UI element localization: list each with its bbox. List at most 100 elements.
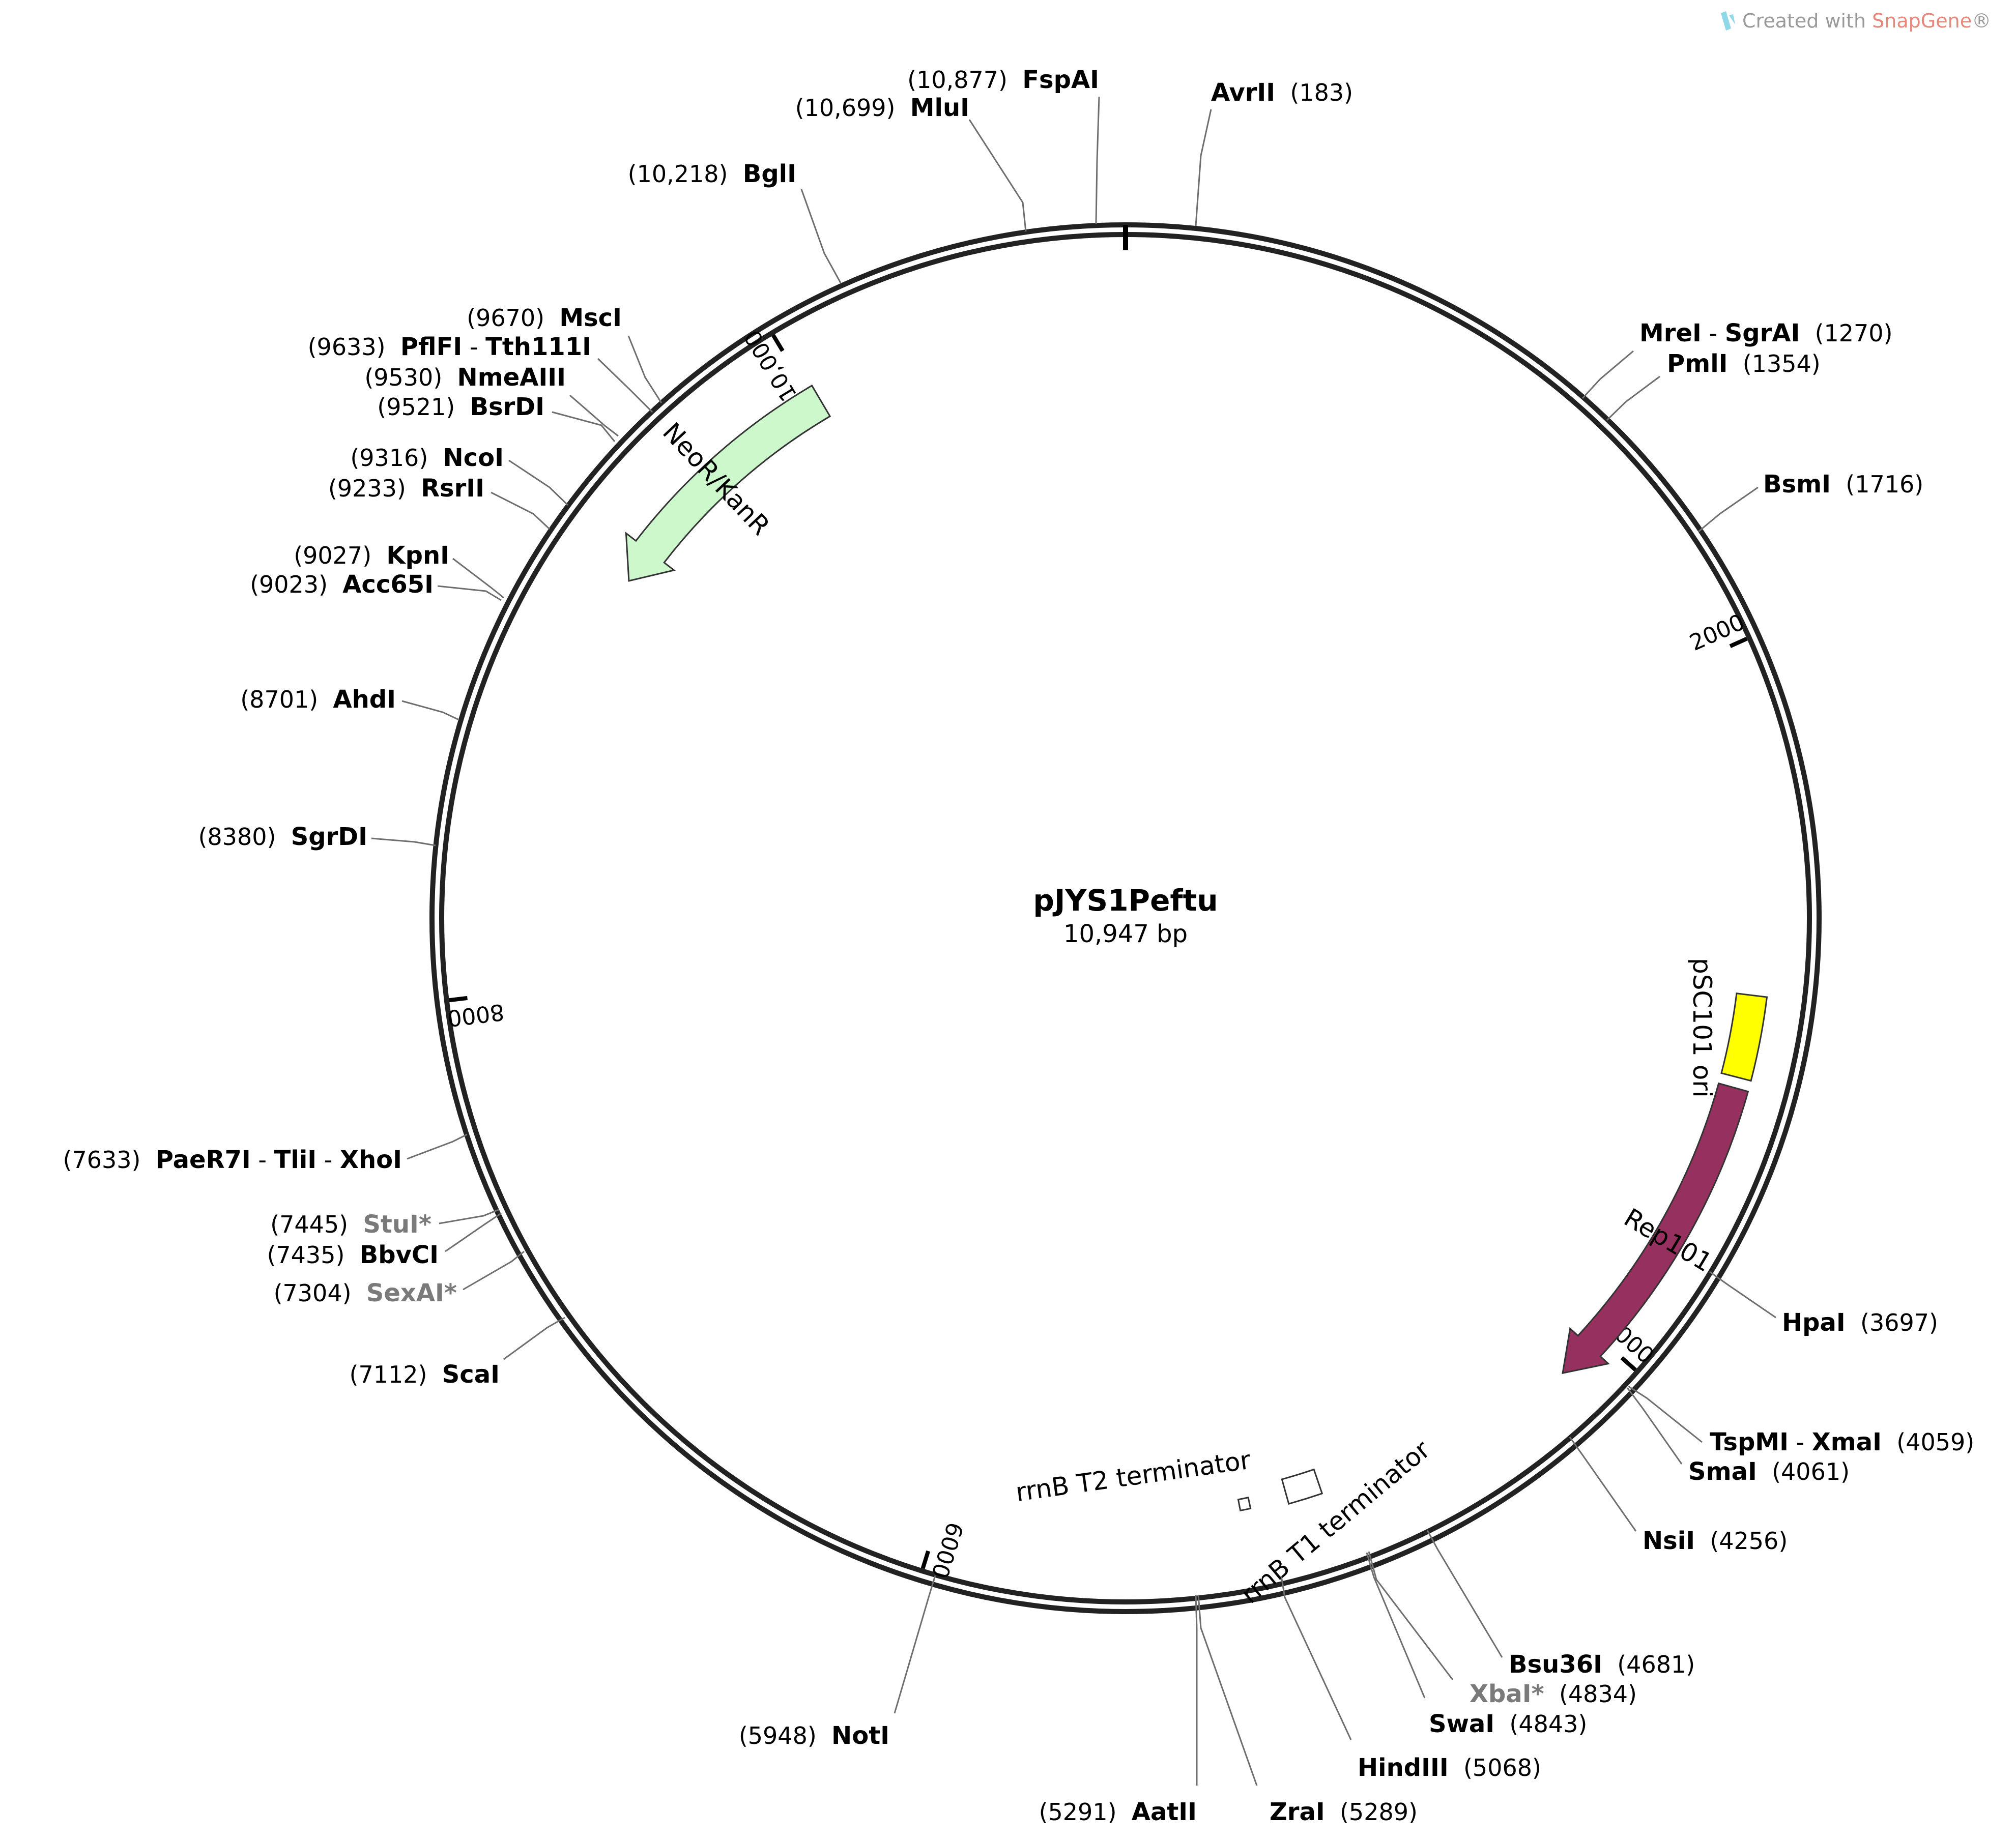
label-gap [348,1211,363,1238]
site-label-bgli[interactable]: (10,218) BglI [628,160,796,188]
enzyme-name: XhoI [340,1146,402,1174]
site-label-mlui[interactable]: (10,699) MluI [795,94,969,122]
leader-ncoi [508,459,569,506]
site-label-mrei-sgrai[interactable]: MreI - SgrAI (1270) [1639,319,1893,347]
enzyme-separator: - [1789,1428,1812,1456]
site-text-aatii: (5291) AatII [1039,1798,1197,1826]
site-label-avrii[interactable]: AvrII (183) [1211,78,1353,107]
site-label-xbai[interactable]: XbaI* (4834) [1470,1680,1637,1708]
site-label-tspmi-xmai[interactable]: TspMI - XmaI (4059) [1710,1428,1974,1456]
enzyme-name: BglI [743,160,796,188]
site-label-bsu36i[interactable]: Bsu36I (4681) [1509,1650,1695,1679]
badge-prefix: Created with [1742,10,1872,32]
cut-position: (10,699) [795,94,896,122]
site-label-scai[interactable]: (7112) ScaI [350,1360,500,1389]
leader-swai [1366,1552,1426,1699]
site-label-msci[interactable]: (9670) MscI [467,304,622,332]
cut-position: (4061) [1772,1458,1850,1485]
label-gap [455,393,470,421]
site-label-hpai[interactable]: HpaI (3697) [1782,1308,1938,1337]
feature-t1-label: rrnB T1 terminator [1235,1435,1436,1610]
site-label-ncoi[interactable]: (9316) NcoI [350,444,504,472]
enzyme-name: TspMI [1710,1428,1789,1456]
label-gap [318,686,333,713]
site-text-swai: SwaI (4843) [1429,1710,1587,1738]
enzyme-name: BsrDI [470,393,544,421]
site-label-sexai[interactable]: (7304) SexAI* [274,1279,457,1307]
leader-bbvci [445,1212,502,1252]
label-gap [896,94,910,122]
snapgene-badge[interactable]: Created with SnapGene® [1721,10,1991,32]
label-gap [352,1279,366,1307]
site-label-bsrdi[interactable]: (9521) BsrDI [377,393,544,421]
leader-xbai [1368,1551,1454,1680]
site-label-rsrii[interactable]: (9233) RsrII [328,474,484,503]
cut-position: (5068) [1463,1754,1541,1781]
label-gap [544,304,559,332]
site-label-stui[interactable]: (7445) StuI* [270,1210,431,1239]
site-label-noti[interactable]: (5948) NotI [739,1721,889,1750]
site-text-mlui: (10,699) MluI [795,94,969,122]
leader-pflfi-tth111i [597,358,653,413]
label-gap [406,475,421,502]
cut-position: (9023) [250,571,328,598]
bp-tick-label: 6000 [926,1519,968,1581]
label-gap [276,823,291,851]
site-text-hpai: HpaI (3697) [1782,1308,1938,1337]
feature-t1-box[interactable] [1281,1468,1323,1505]
site-label-sgrdi[interactable]: (8380) SgrDI [198,823,367,851]
label-gap [817,1722,831,1749]
cut-position: (4681) [1617,1651,1695,1678]
enzyme-name: PmlI [1667,349,1728,378]
site-label-ahdi[interactable]: (8701) AhdI [240,685,396,714]
feature-ori-box[interactable] [1720,992,1768,1082]
feature-ori-label: pSC101 ori [1687,958,1717,1098]
leader-bgli [800,189,842,283]
enzyme-name: Bsu36I [1509,1650,1602,1679]
site-label-swai[interactable]: SwaI (4843) [1429,1710,1587,1738]
enzyme-name: MluI [910,94,969,122]
leader-bsu36i [1426,1530,1503,1658]
site-text-noti: (5948) NotI [739,1721,889,1750]
site-label-nmeaiii[interactable]: (9530) NmeAIII [364,363,566,392]
enzyme-name: SgrAI [1725,319,1800,347]
site-text-scai: (7112) ScaI [350,1360,500,1389]
feature-rep-arrow[interactable] [1562,1082,1749,1375]
enzyme-name: AatII [1132,1798,1197,1826]
site-leaders [371,96,1776,1786]
bp-tick-mark [1729,636,1748,648]
site-text-pmli: PmlI (1354) [1667,349,1821,378]
site-text-bbvci: (7435) BbvCI [267,1241,439,1269]
leader-kpni [452,558,504,599]
label-gap [1728,350,1743,377]
enzyme-name: Acc65I [342,570,434,599]
site-label-kpni[interactable]: (9027) KpnI [294,541,449,570]
site-label-bbvci[interactable]: (7435) BbvCI [267,1241,439,1269]
site-label-aatii[interactable]: (5291) AatII [1039,1798,1197,1826]
cut-position: (7445) [270,1211,348,1238]
feature-neo-arrow[interactable] [625,384,831,582]
leader-pmli [1606,375,1660,421]
site-label-acc65i[interactable]: (9023) Acc65I [250,570,434,599]
site-label-nsii[interactable]: NsiI (4256) [1643,1527,1788,1555]
enzyme-name: HindIII [1358,1754,1449,1782]
site-label-fspai[interactable]: (10,877) FspAI [907,66,1099,94]
cut-position: (1270) [1815,319,1893,347]
site-label-bsmi[interactable]: BsmI (1716) [1763,470,1923,499]
leader-stui [439,1209,499,1224]
site-label-zrai[interactable]: ZraI (5289) [1270,1798,1418,1826]
site-label-hindiii[interactable]: HindIII (5068) [1358,1754,1541,1782]
site-label-smai[interactable]: SmaI (4061) [1688,1457,1850,1486]
site-text-ahdi: (8701) AhdI [240,685,396,714]
label-gap [386,333,400,361]
feature-t2-box[interactable] [1237,1496,1252,1512]
cut-position: (1716) [1846,471,1923,498]
enzyme-name: FspAI [1022,66,1099,94]
label-gap [1494,1710,1509,1738]
site-label-paer7i-tlii-xhoi[interactable]: (7633) PaeR7I - TliI - XhoI [63,1146,402,1174]
plasmid-length: 10,947 bp [1063,920,1188,948]
site-label-pmli[interactable]: PmlI (1354) [1667,349,1821,378]
site-label-pflfi-tth111i[interactable]: (9633) PflFI - Tth111I [308,333,591,361]
site-text-nsii: NsiI (4256) [1643,1527,1788,1555]
